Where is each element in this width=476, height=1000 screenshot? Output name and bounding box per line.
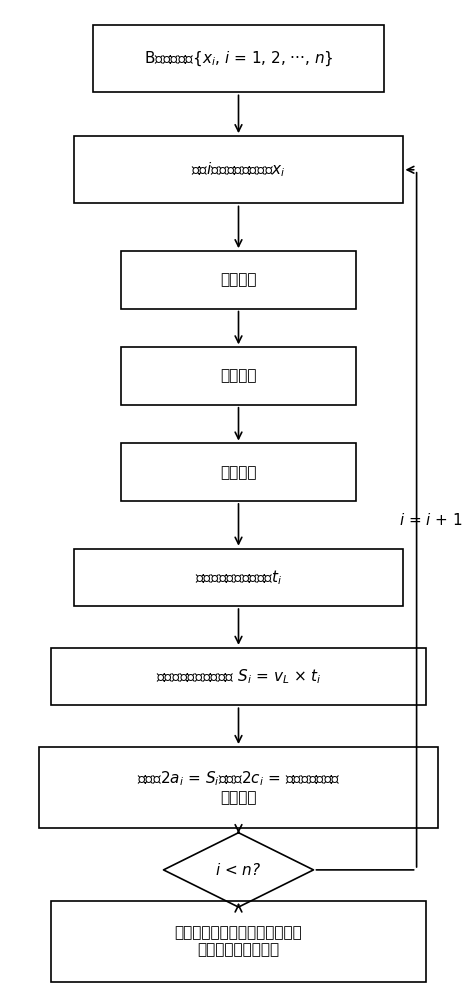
FancyBboxPatch shape: [74, 549, 402, 606]
Text: $i$ = $i$ + 1: $i$ = $i$ + 1: [398, 512, 462, 528]
Text: 计算相邻椭圆交点并顺序相连，
该连线即为缺陷轮廓: 计算相邻椭圆交点并顺序相连， 该连线即为缺陷轮廓: [174, 925, 302, 957]
Text: 令长轴2$a_i$ = $S_i$，焦距2$c_i$ = 激光收发距离，
绘制椭圆: 令长轴2$a_i$ = $S_i$，焦距2$c_i$ = 激光收发距离， 绘制椭…: [136, 770, 340, 806]
Text: $i$ < $n$?: $i$ < $n$?: [215, 862, 261, 878]
FancyBboxPatch shape: [74, 136, 402, 203]
FancyBboxPatch shape: [51, 648, 425, 705]
Text: 时域平均: 时域平均: [220, 272, 256, 287]
FancyBboxPatch shape: [121, 251, 355, 309]
Text: 带通滤波: 带通滤波: [220, 369, 256, 384]
FancyBboxPatch shape: [51, 901, 425, 982]
Text: 计算缺陷回波传播路程 $S_i$ = $v_L$ × $t_i$: 计算缺陷回波传播路程 $S_i$ = $v_L$ × $t_i$: [155, 667, 321, 686]
FancyBboxPatch shape: [121, 443, 355, 501]
FancyBboxPatch shape: [93, 25, 383, 92]
Polygon shape: [163, 833, 313, 907]
Text: B扫原始信号{$x_i$, $i$ = 1, 2, ···, $n$}: B扫原始信号{$x_i$, $i$ = 1, 2, ···, $n$}: [143, 50, 333, 68]
Text: 提取缺陷回波传播时间$t_i$: 提取缺陷回波传播时间$t_i$: [194, 568, 282, 587]
FancyBboxPatch shape: [121, 347, 355, 405]
Text: 取第$i$个扫查点原始信号$x_i$: 取第$i$个扫查点原始信号$x_i$: [191, 160, 285, 179]
FancyBboxPatch shape: [39, 747, 437, 828]
Text: 去除延迟: 去除延迟: [220, 465, 256, 480]
